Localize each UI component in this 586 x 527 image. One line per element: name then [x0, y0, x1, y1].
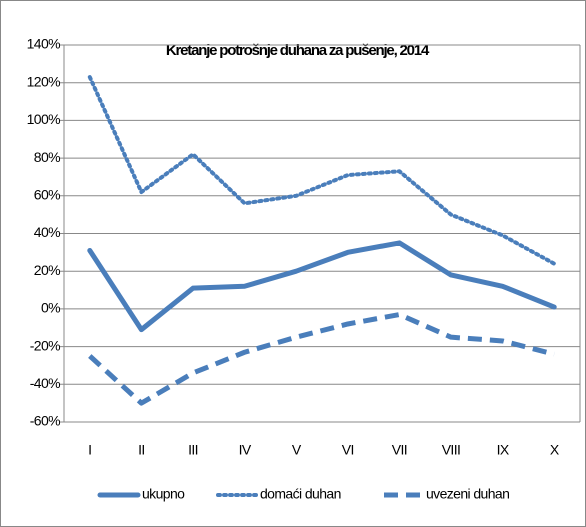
legend-label: domaći duhan — [260, 486, 341, 502]
y-tick-label: 40% — [34, 224, 60, 240]
series-line — [88, 312, 555, 406]
legend-label: ukupno — [142, 486, 185, 502]
x-tick-label: VII — [392, 442, 407, 458]
x-tick-label: X — [550, 442, 560, 458]
y-tick-label: 120% — [27, 73, 61, 89]
x-tick-label: III — [188, 442, 198, 458]
x-tick-label: V — [292, 442, 302, 458]
x-tick-label: VI — [342, 442, 354, 458]
y-tick-label: 100% — [27, 111, 61, 127]
y-tick-label: -40% — [30, 375, 60, 391]
legend-label: uvezeni duhan — [426, 486, 509, 502]
series-line — [87, 240, 557, 333]
y-tick-label: -20% — [30, 337, 60, 353]
x-tick-label: VIII — [442, 442, 461, 458]
y-tick-label: 80% — [34, 149, 60, 165]
y-tick-label: 0% — [41, 300, 60, 316]
y-tick-label: -60% — [30, 413, 60, 429]
y-tick-label: 140% — [27, 36, 61, 52]
x-tick-label: IV — [239, 442, 252, 458]
x-tick-label: I — [88, 442, 91, 458]
series-line — [87, 75, 557, 266]
chart-title: Kretanje potrošnje duhana za pušenje, 20… — [166, 42, 430, 59]
x-tick-label: II — [138, 442, 145, 458]
x-tick-label: IX — [497, 442, 510, 458]
y-tick-label: 20% — [34, 262, 60, 278]
y-tick-label: 60% — [34, 187, 60, 203]
